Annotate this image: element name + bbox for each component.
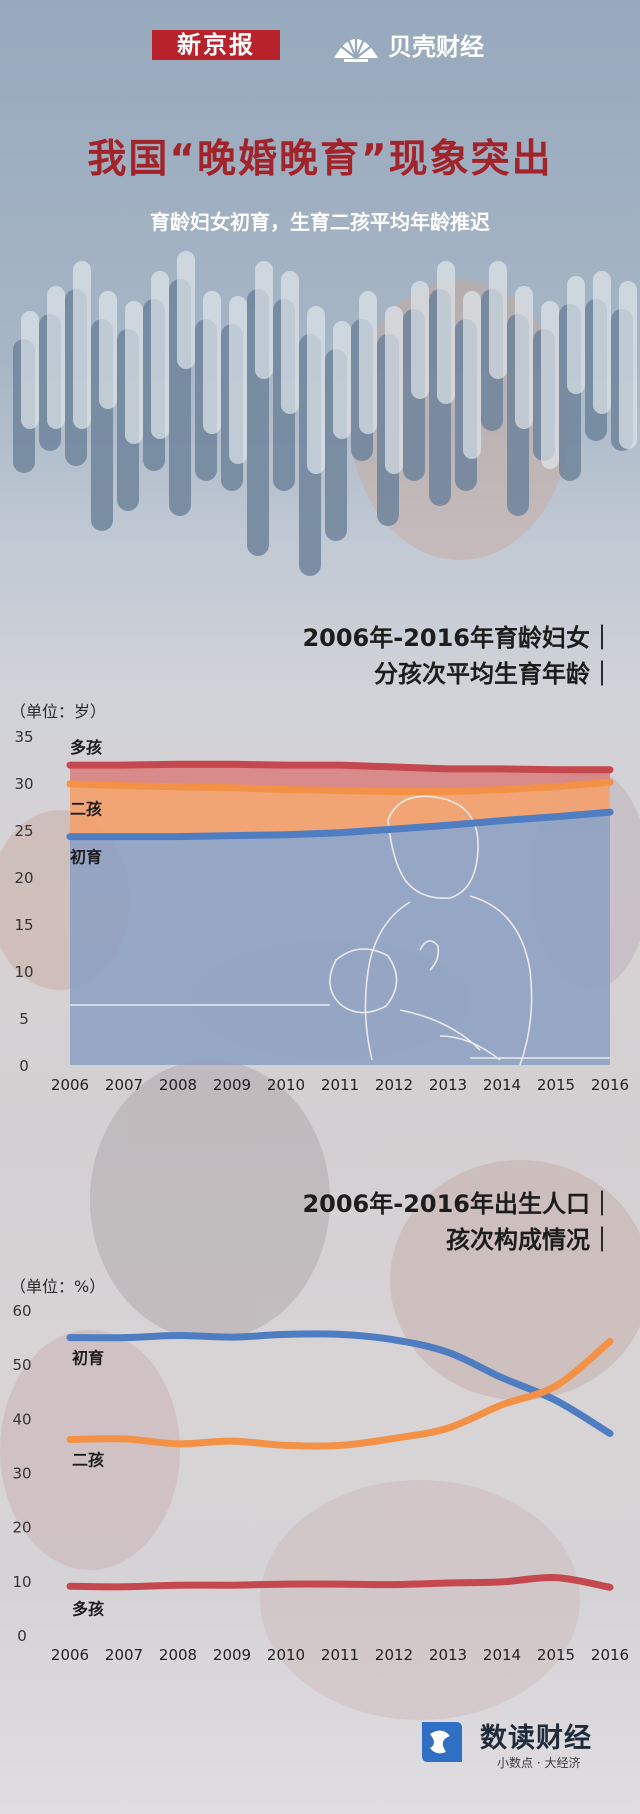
page-subtitle: 育龄妇女初育，生育二孩平均年龄推迟 <box>150 210 490 234</box>
area-second-child <box>70 782 610 837</box>
series-label: 多孩 <box>72 1599 104 1618</box>
series-label: 二孩 <box>70 799 102 818</box>
y-tick-label: 35 <box>14 728 33 746</box>
series-label: 二孩 <box>72 1450 104 1469</box>
y-tick-label: 60 <box>12 1302 31 1320</box>
line-multi-child <box>66 1573 614 1591</box>
y-tick-label: 10 <box>14 963 33 981</box>
x-tick-label: 2016 <box>591 1646 629 1664</box>
area-first-birth <box>70 812 610 1065</box>
chart1-title-line2: 分孩次平均生育年龄｜ <box>374 660 614 688</box>
mother-child-illustration <box>70 795 610 1066</box>
x-tick-label: 2014 <box>483 1076 521 1094</box>
x-tick-label: 2007 <box>105 1076 143 1094</box>
y-tick-label: 0 <box>17 1627 27 1645</box>
x-tick-label: 2015 <box>537 1076 575 1094</box>
chart2-unit-label: （单位：%） <box>10 1277 106 1296</box>
x-tick-label: 2006 <box>51 1646 89 1664</box>
x-tick-label: 2011 <box>321 1646 359 1664</box>
x-tick-label: 2008 <box>159 1076 197 1094</box>
shell-icon <box>334 30 378 62</box>
y-tick-label: 10 <box>12 1573 31 1591</box>
sound-wave-decoration <box>13 251 637 576</box>
illustration-head <box>387 795 479 899</box>
line-multi-child <box>66 760 614 774</box>
x-tick-label: 2008 <box>159 1646 197 1664</box>
footer-slogan: 小数点 · 大经济 <box>497 1756 581 1770</box>
y-tick-label: 0 <box>19 1057 29 1075</box>
line-second-child <box>66 778 614 795</box>
chart2-title-line1: 2006年-2016年出生人口｜ <box>302 1190 614 1218</box>
x-tick-label: 2009 <box>213 1076 251 1094</box>
x-tick-label: 2007 <box>105 1646 143 1664</box>
x-tick-label: 2012 <box>375 1076 413 1094</box>
y-tick-label: 20 <box>14 869 33 887</box>
x-tick-label: 2010 <box>267 1646 305 1664</box>
x-tick-label: 2010 <box>267 1076 305 1094</box>
x-tick-label: 2009 <box>213 1646 251 1664</box>
x-tick-label: 2014 <box>483 1646 521 1664</box>
illustration-body <box>364 895 533 1066</box>
x-tick-label: 2006 <box>51 1076 89 1094</box>
line-first-birth <box>66 1330 614 1437</box>
illustration-baby-head <box>329 948 398 1014</box>
x-tick-label: 2013 <box>429 1076 467 1094</box>
y-tick-label: 40 <box>12 1410 31 1428</box>
chart1-unit-label: （单位：岁） <box>10 702 107 721</box>
y-tick-label: 50 <box>12 1356 31 1374</box>
y-tick-label: 5 <box>19 1010 29 1028</box>
xinjingbao-logo: 新京报 <box>152 30 280 60</box>
chart1-title-line1: 2006年-2016年育龄妇女｜ <box>302 624 614 652</box>
line-first-birth <box>66 808 614 841</box>
chart2-title-line2: 孩次构成情况｜ <box>446 1226 614 1254</box>
y-tick-label: 30 <box>14 775 33 793</box>
series-label: 初育 <box>70 848 102 867</box>
y-tick-label: 15 <box>14 916 33 934</box>
chart2-title: 2006年-2016年出生人口｜ 孩次构成情况｜ <box>302 1186 614 1258</box>
x-tick-label: 2013 <box>429 1646 467 1664</box>
x-tick-label: 2015 <box>537 1646 575 1664</box>
y-tick-label: 30 <box>12 1465 31 1483</box>
line-second-child <box>66 1337 614 1450</box>
series-label: 初育 <box>72 1349 104 1368</box>
x-tick-label: 2012 <box>375 1646 413 1664</box>
footer-brand-name: 数读财经 <box>480 1723 592 1754</box>
beike-logo-text: 贝壳财经 <box>388 32 484 61</box>
x-tick-label: 2016 <box>591 1076 629 1094</box>
y-tick-label: 25 <box>14 822 33 840</box>
chart1-area-chart: 0 5 10 15 20 25 30 35 2006 2007 2008 2009 2010 2011 20… <box>14 728 629 1094</box>
illustration-arms <box>399 940 501 1061</box>
x-tick-label: 2011 <box>321 1076 359 1094</box>
chart1-title: 2006年-2016年育龄妇女｜ 分孩次平均生育年龄｜ <box>302 620 614 692</box>
shudu-caijing-logo-icon <box>422 1722 462 1762</box>
page-title: 我国“晚婚晚育”现象突出 <box>87 137 553 182</box>
series-label: 多孩 <box>70 738 102 757</box>
y-tick-label: 20 <box>12 1519 31 1537</box>
beike-logo: 贝壳财经 <box>330 24 484 64</box>
chart2-line-chart: 0 10 20 30 40 50 60 2006 2007 2008 2009 2010 2011 201… <box>12 1302 629 1664</box>
